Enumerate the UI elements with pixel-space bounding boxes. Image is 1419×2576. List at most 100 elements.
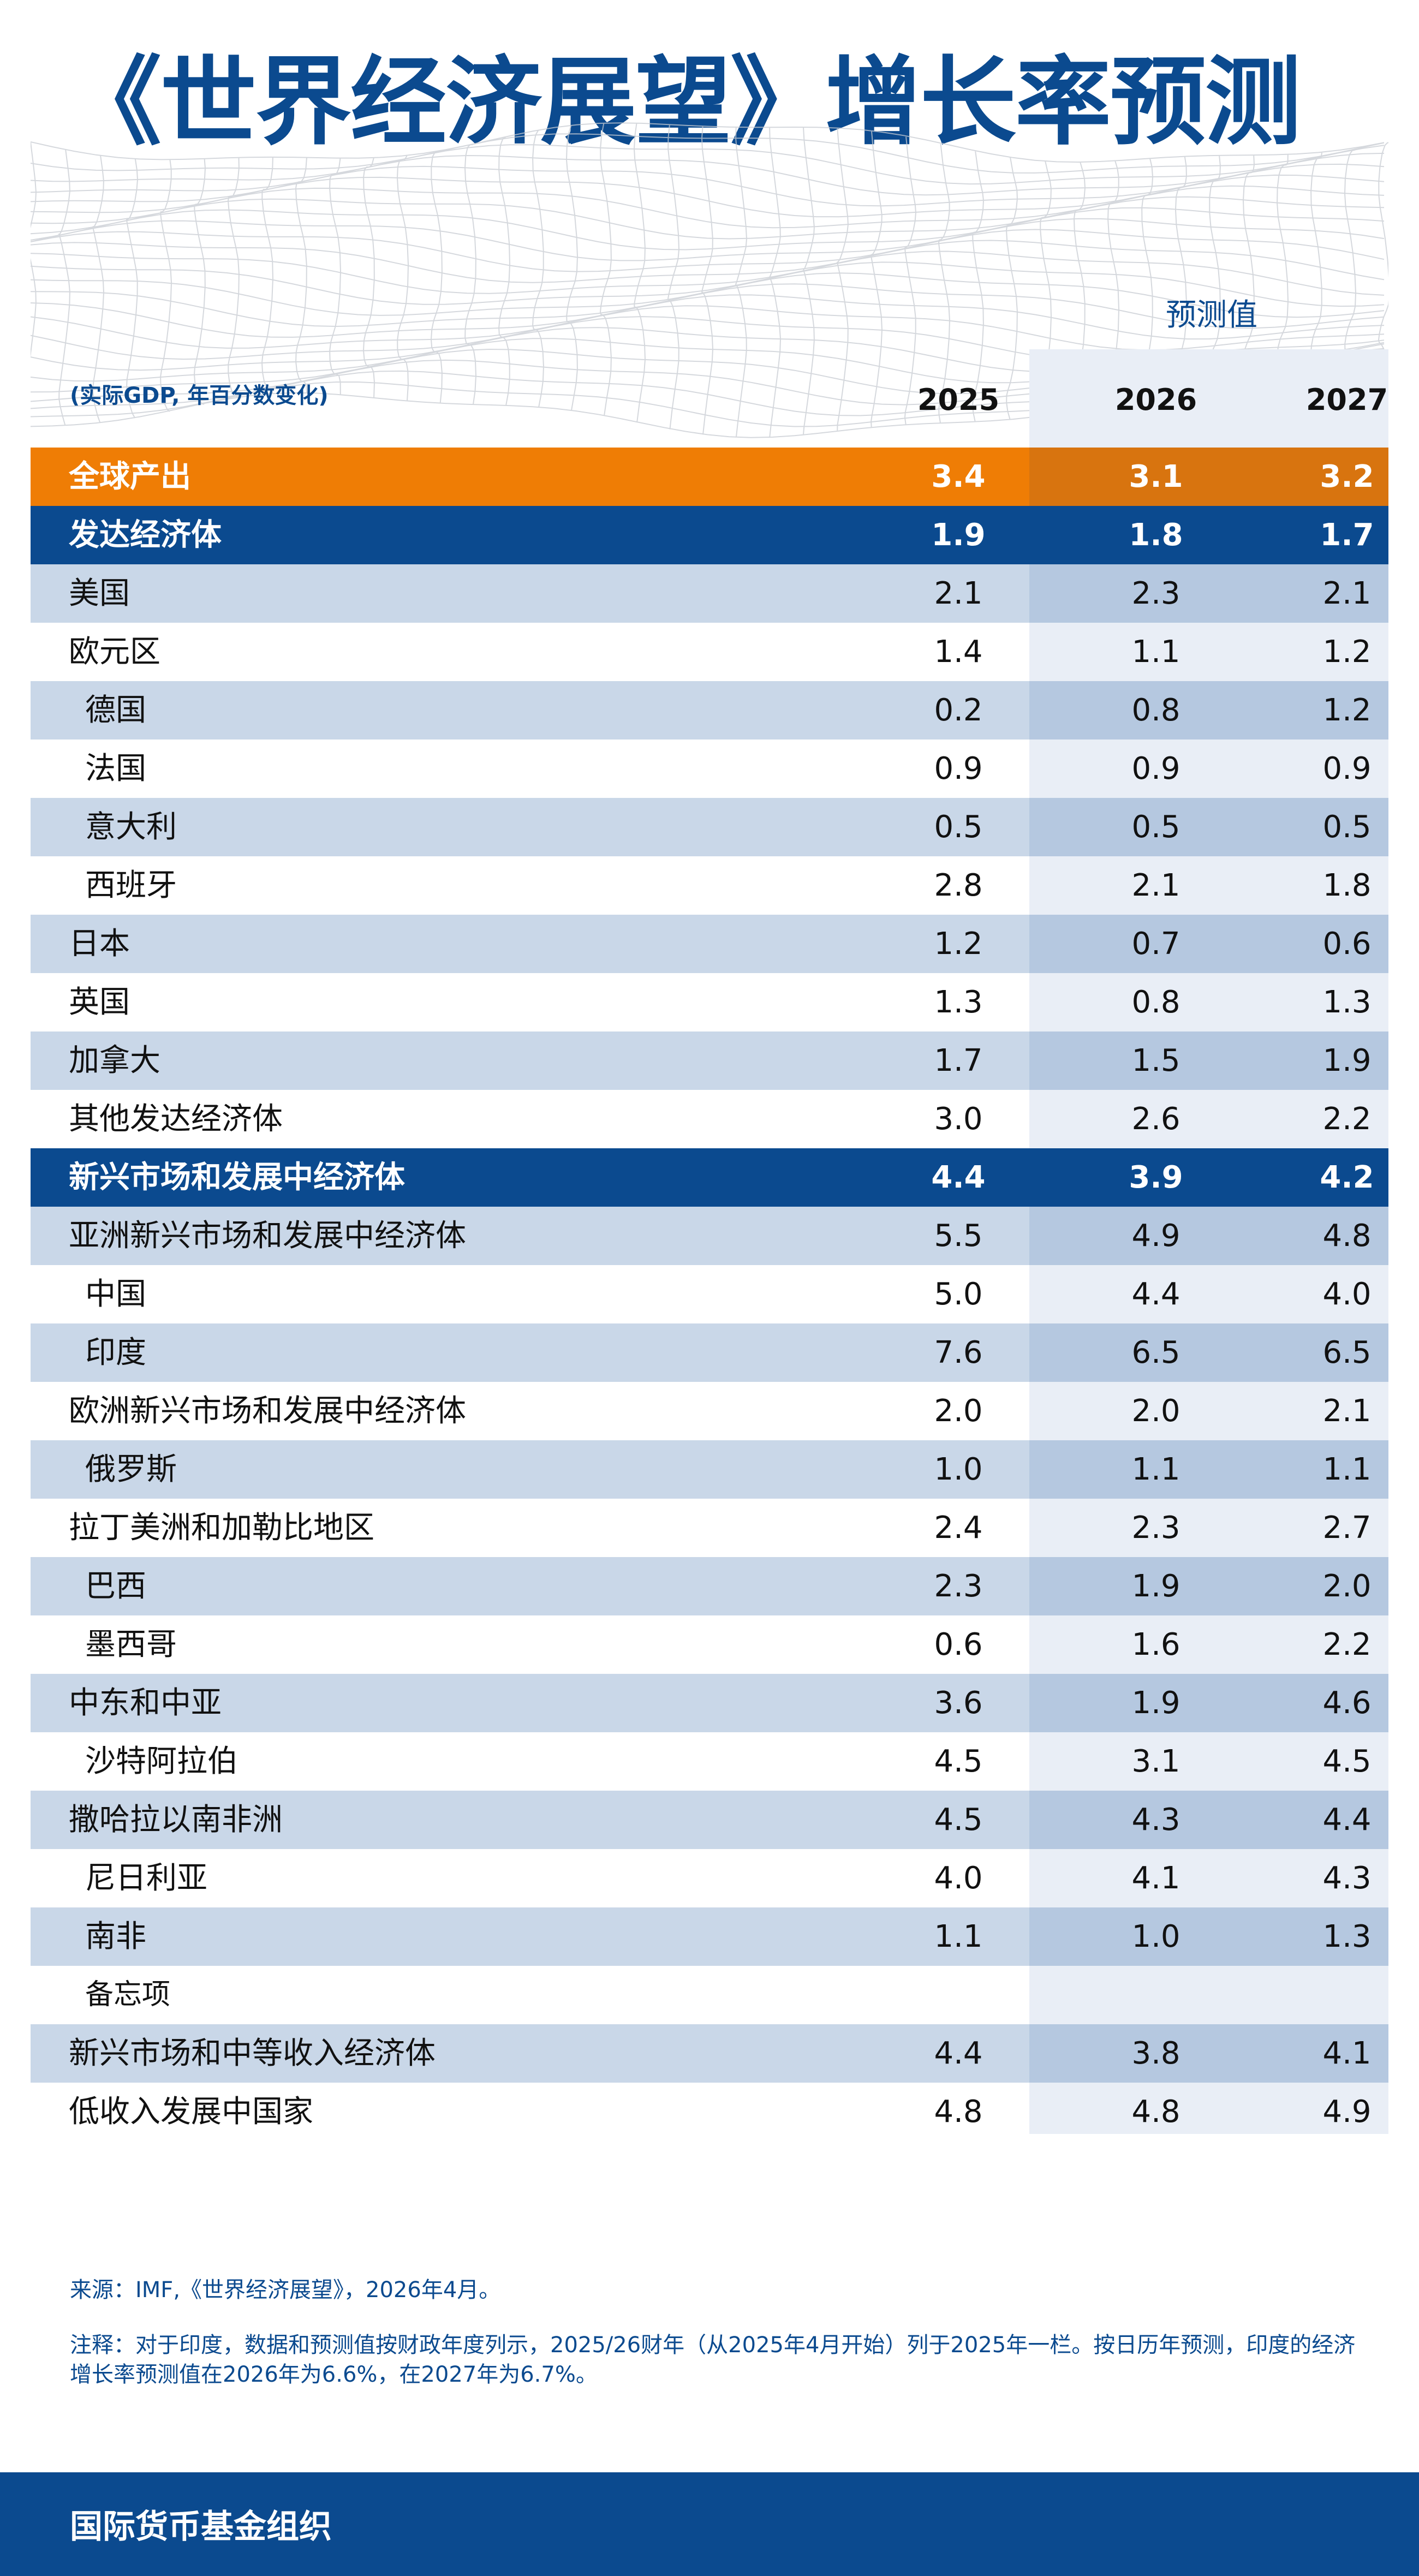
- growth-table: 全球产出 3.4 3.1 3.2 发达经济体 1.9 1.8 1.7 美国 2.1 2.3 2.1 欧元…: [31, 448, 1388, 2141]
- value-2025: 1.0: [934, 1452, 983, 1487]
- value-2027: 3.2: [1320, 459, 1374, 494]
- value-2026: 6.5: [1131, 1335, 1180, 1370]
- table-row: 低收入发展中国家 4.8 4.8 4.9: [31, 2083, 1388, 2141]
- value-2027: 2.7: [1322, 1510, 1372, 1546]
- table-row: 美国 2.1 2.3 2.1: [31, 564, 1388, 623]
- value-2025: 3.6: [934, 1685, 983, 1721]
- table-row: 亚洲新兴市场和发展中经济体 5.5 4.9 4.8: [31, 1207, 1388, 1265]
- row-label: 德国: [85, 693, 146, 728]
- value-2025: 1.3: [934, 985, 983, 1020]
- value-2025: 1.1: [934, 1919, 983, 1954]
- group-row: 新兴市场和发展中经济体 4.4 3.9 4.2: [31, 1148, 1388, 1207]
- value-2025: 1.2: [934, 926, 983, 962]
- table-row: 尼日利亚 4.0 4.1 4.3: [31, 1849, 1388, 1907]
- forecast-cell-shade: [1029, 1440, 1388, 1499]
- value-2027: 1.8: [1322, 868, 1372, 903]
- value-2027: 4.0: [1322, 1277, 1372, 1312]
- row-label: 欧元区: [69, 634, 160, 670]
- value-2026: 0.8: [1131, 693, 1180, 728]
- value-2025: 2.3: [934, 1569, 983, 1604]
- value-2027: 0.5: [1322, 809, 1372, 845]
- value-2027: 1.2: [1322, 693, 1372, 728]
- value-2027: [1265, 1966, 1419, 2024]
- value-2027: 2.0: [1322, 1569, 1372, 1604]
- unit-note: (实际GDP, 年百分数变化): [70, 383, 329, 408]
- value-2027: 6.5: [1322, 1335, 1372, 1370]
- value-2027: 4.1: [1322, 2036, 1372, 2071]
- forecast-cell-shade: [1029, 1907, 1388, 1966]
- table-row: 欧元区 1.4 1.1 1.2: [31, 623, 1388, 681]
- forecast-cell-shade: [1029, 506, 1388, 564]
- value-2026: 0.8: [1131, 985, 1180, 1020]
- table-row: 印度 7.6 6.5 6.5: [31, 1323, 1388, 1382]
- value-2027: 4.2: [1320, 1160, 1374, 1195]
- footnote: 注释：对于印度，数据和预测值按财政年度列示，2025/26财年（从2025年4月…: [70, 2333, 1356, 2387]
- year-header-2025: 2025: [917, 383, 1000, 417]
- row-label: 加拿大: [69, 1043, 160, 1078]
- value-2026: 2.1: [1131, 868, 1180, 903]
- value-2027: 4.9: [1322, 2094, 1372, 2130]
- value-2025: 0.9: [934, 751, 983, 786]
- value-2025: 4.0: [934, 1861, 983, 1896]
- row-label: 南非: [85, 1919, 146, 1954]
- forecast-cell-shade: [1029, 1791, 1388, 1849]
- row-label: 俄罗斯: [85, 1452, 177, 1487]
- value-2027: 2.1: [1322, 576, 1372, 611]
- year-header-2026: 2026: [1114, 383, 1197, 417]
- row-label: 亚洲新兴市场和发展中经济体: [69, 1218, 466, 1254]
- world-row: 全球产出 3.4 3.1 3.2: [31, 448, 1388, 506]
- value-2025: 7.6: [934, 1335, 983, 1370]
- table-row: 其他发达经济体 3.0 2.6 2.2: [31, 1090, 1388, 1148]
- value-2026: 0.5: [1131, 809, 1180, 845]
- row-label: 全球产出: [69, 459, 191, 494]
- value-2026: 3.9: [1129, 1160, 1183, 1195]
- value-2027: 2.2: [1322, 1627, 1372, 1662]
- row-label: 新兴市场和中等收入经济体: [69, 2036, 436, 2071]
- value-2025: 5.5: [934, 1218, 983, 1254]
- value-2026: 1.1: [1131, 1452, 1180, 1487]
- forecast-cell-shade: [1029, 915, 1388, 973]
- forecast-cell-shade: [1029, 1148, 1388, 1207]
- value-2025: 4.5: [934, 1802, 983, 1838]
- value-2027: 4.4: [1322, 1802, 1372, 1838]
- value-2026: 4.8: [1131, 2094, 1180, 2130]
- value-2025: 4.5: [934, 1744, 983, 1779]
- value-2026: 2.6: [1131, 1101, 1180, 1137]
- value-2026: 0.9: [1131, 751, 1180, 786]
- value-2027: 4.6: [1322, 1685, 1372, 1721]
- value-2025: 3.4: [931, 459, 986, 494]
- table-row: 法国 0.9 0.9 0.9: [31, 740, 1388, 798]
- value-2026: 1.9: [1131, 1685, 1180, 1721]
- value-2025: 0.6: [934, 1627, 983, 1662]
- value-2026: 4.9: [1131, 1218, 1180, 1254]
- forecast-cell-shade: [1029, 1207, 1388, 1265]
- table-row: 墨西哥 0.6 1.6 2.2: [31, 1615, 1388, 1674]
- organization-name: 国际货币基金组织: [70, 2508, 332, 2546]
- forecast-label: 预测值: [1166, 297, 1257, 333]
- row-label: 英国: [69, 985, 130, 1020]
- value-2027: 1.3: [1322, 985, 1372, 1020]
- value-2025: [877, 1966, 1040, 2024]
- value-2025: 4.4: [934, 2036, 983, 2071]
- value-2027: 2.1: [1322, 1393, 1372, 1429]
- value-2026: 1.5: [1131, 1043, 1180, 1078]
- table-row: 中东和中亚 3.6 1.9 4.6: [31, 1674, 1388, 1732]
- table-row: 欧洲新兴市场和发展中经济体 2.0 2.0 2.1: [31, 1382, 1388, 1440]
- row-label: 低收入发展中国家: [69, 2094, 313, 2130]
- value-2026: 3.8: [1131, 2036, 1180, 2071]
- value-2025: 4.8: [934, 2094, 983, 2130]
- row-label: 法国: [85, 751, 146, 786]
- row-label: 发达经济体: [69, 517, 222, 553]
- row-label: 美国: [69, 576, 130, 611]
- table-row: 撒哈拉以南非洲 4.5 4.3 4.4: [31, 1791, 1388, 1849]
- value-2025: 2.1: [934, 576, 983, 611]
- forecast-cell-shade: [1029, 681, 1388, 740]
- row-label: 备忘项: [85, 1978, 171, 2011]
- value-2027: 4.5: [1322, 1744, 1372, 1779]
- value-2027: 1.1: [1322, 1452, 1372, 1487]
- value-2026: 0.7: [1131, 926, 1180, 962]
- value-2026: 3.1: [1131, 1744, 1180, 1779]
- value-2027: 4.8: [1322, 1218, 1372, 1254]
- forecast-cell-shade: [1029, 1323, 1388, 1382]
- value-2027: 1.7: [1320, 517, 1374, 553]
